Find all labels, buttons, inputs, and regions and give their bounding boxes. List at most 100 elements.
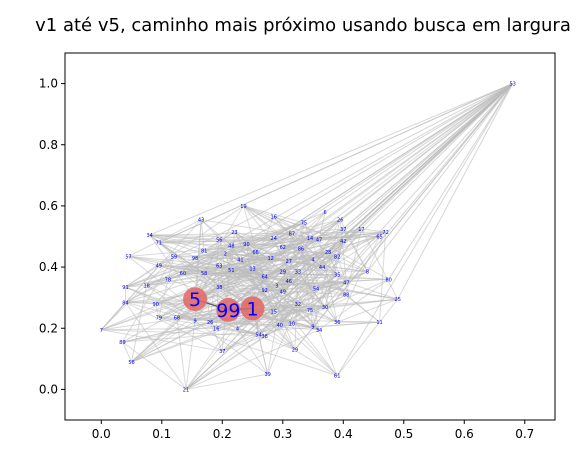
node-label: 49 — [280, 290, 286, 296]
node-label: 75 — [307, 308, 313, 314]
node-label: 15 — [271, 309, 277, 315]
x-tick-label: 0.1 — [152, 427, 171, 441]
node-label: 54 — [255, 332, 261, 338]
graph-edge — [215, 265, 220, 329]
graph-edge — [231, 269, 398, 300]
node-label: 13 — [249, 267, 255, 273]
x-tick-label: 0.5 — [394, 427, 413, 441]
node-label: 40 — [277, 323, 283, 329]
node-label: 9 — [193, 319, 196, 325]
graph-edge — [125, 301, 156, 305]
x-tick-label: 0.2 — [213, 427, 232, 441]
graph-edge — [337, 298, 398, 323]
highlighted-node-label: 5 — [189, 289, 201, 311]
node-label: 38 — [261, 334, 267, 340]
node-label: 16 — [271, 215, 277, 221]
node-label: 86 — [298, 247, 304, 253]
graph-edge — [318, 239, 338, 323]
node-label: 59 — [171, 254, 177, 260]
graph-edge — [125, 257, 196, 288]
node-label: 34 — [316, 328, 322, 334]
node-label: 47 — [343, 280, 349, 286]
graph-edge — [282, 83, 513, 292]
graph-edge — [131, 260, 290, 363]
node-label: 35 — [334, 273, 340, 279]
graph-edge — [303, 222, 347, 283]
graph-edge — [397, 83, 514, 300]
highlighted-node-label: 1 — [246, 298, 258, 320]
node-label: 53 — [509, 82, 515, 88]
node-label: 72 — [382, 230, 388, 236]
y-tick-label: 0.2 — [39, 321, 58, 335]
node-label: 14 — [307, 236, 313, 242]
graph-edge — [158, 83, 513, 244]
graph-edge — [125, 265, 160, 288]
node-label: 23 — [231, 230, 237, 236]
graph-edge — [122, 341, 132, 363]
node-label: 58 — [201, 271, 207, 277]
highlighted-node-label: 99 — [216, 300, 240, 322]
y-tick-label: 1.0 — [39, 77, 58, 91]
node-label: 12 — [267, 256, 273, 262]
graph-edge — [125, 205, 244, 288]
node-label: 61 — [334, 374, 340, 380]
node-label: 46 — [286, 279, 292, 285]
graph-edge — [158, 83, 513, 318]
graph-edge — [185, 373, 268, 390]
node-label: 39 — [264, 372, 270, 378]
graph-edge — [231, 219, 341, 247]
plot-area-frame — [64, 52, 556, 421]
node-label: 91 — [122, 285, 128, 291]
graph-edge — [125, 301, 223, 352]
node-label: 24 — [271, 236, 277, 242]
node-label: 60 — [180, 271, 186, 277]
node-label: 89 — [119, 340, 125, 346]
node-label: 66 — [252, 250, 258, 256]
highlighted-node-marker — [240, 296, 265, 321]
graph-edge — [309, 83, 513, 239]
node-label: 56 — [216, 238, 222, 244]
node-label: 81 — [201, 248, 207, 254]
graph-edge — [258, 309, 311, 335]
graph-edge — [324, 240, 344, 307]
node-label: 82 — [334, 254, 340, 260]
graph-edge — [222, 333, 259, 352]
node-label: 28 — [325, 250, 331, 256]
graph-edge — [309, 83, 514, 311]
node-label: 44 — [319, 265, 325, 271]
node-label: 48 — [228, 244, 234, 250]
node-label: 90 — [243, 242, 249, 248]
graph-edge — [101, 327, 217, 331]
graph-edge — [336, 321, 380, 376]
node-label: 71 — [156, 241, 162, 247]
graph-edge — [264, 271, 299, 291]
graph-edge — [122, 237, 311, 343]
graph-edge — [258, 83, 514, 335]
graph-edge — [273, 83, 513, 312]
graph-edge — [264, 287, 317, 291]
y-tick-label: 0.6 — [39, 199, 58, 213]
graph-edge — [218, 265, 338, 377]
graph-edge — [185, 320, 196, 390]
node-label: 8 — [366, 270, 369, 276]
node-label: 29 — [280, 270, 286, 276]
graph-edge — [309, 309, 338, 376]
graph-edge — [300, 248, 323, 268]
node-label: 54 — [313, 286, 319, 292]
graph-edge — [185, 83, 513, 390]
node-label: 17 — [358, 227, 364, 233]
graph-edge — [100, 219, 202, 331]
graph-edge — [273, 83, 513, 239]
graph-edge — [131, 259, 241, 363]
graph-edge — [131, 285, 148, 362]
graph-edge — [267, 303, 299, 375]
y-tick-label: 0.0 — [39, 382, 58, 396]
node-label: 29 — [292, 348, 298, 354]
graph-edge — [101, 329, 223, 352]
y-tick-label: 0.4 — [39, 260, 58, 274]
graph-edge — [122, 309, 311, 343]
y-tick-label: 0.8 — [39, 138, 58, 152]
node-label: 62 — [280, 245, 286, 251]
node-label: 38 — [216, 285, 222, 291]
